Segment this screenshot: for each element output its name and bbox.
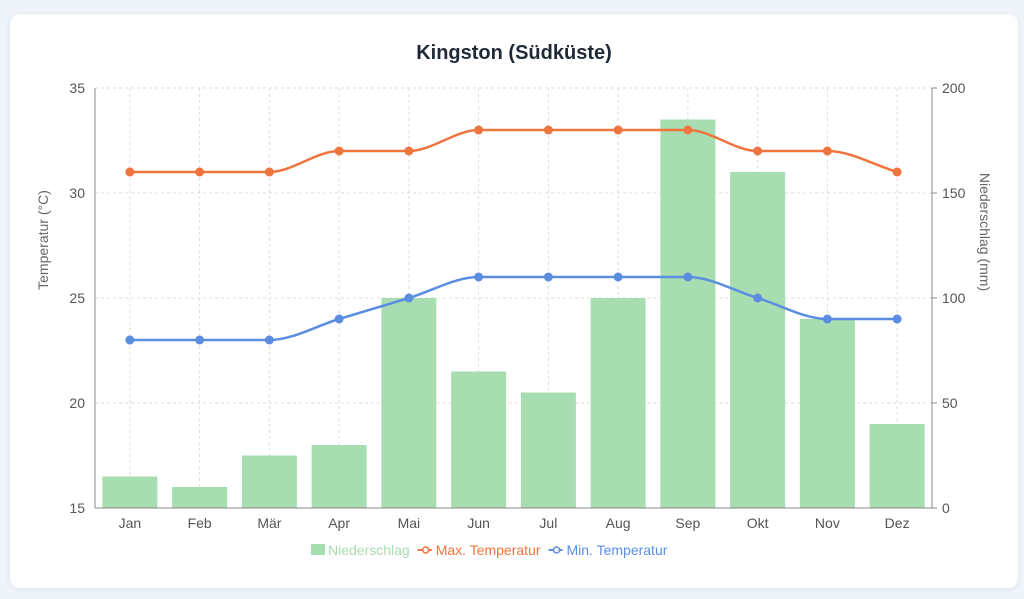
y-right-tick: 100	[942, 290, 966, 306]
y-left-tick: 25	[69, 290, 85, 306]
x-tick: Nov	[815, 515, 840, 531]
bar-Jun	[451, 371, 507, 508]
x-tick: Jul	[539, 515, 557, 531]
x-tick: Apr	[328, 515, 350, 531]
legend-label: Niederschlag	[328, 542, 410, 558]
y-left-label: Temperatur (°C)	[35, 190, 51, 290]
point-Jun	[474, 272, 484, 282]
point-Apr	[334, 314, 344, 324]
x-tick: Mär	[257, 515, 281, 531]
bar-Dez	[869, 424, 925, 508]
point-Jul	[543, 125, 553, 135]
y-right-tick: 0	[942, 500, 950, 516]
point-Apr	[334, 146, 344, 156]
line-Max. Temperatur	[129, 128, 898, 174]
point-Nov	[822, 146, 832, 156]
x-tick: Jan	[119, 515, 142, 531]
x-tick: Mai	[398, 515, 421, 531]
x-tick: Okt	[747, 515, 769, 531]
point-Nov	[822, 314, 832, 324]
point-Dez	[892, 314, 902, 324]
point-Dez	[892, 167, 902, 177]
point-Sep	[683, 125, 693, 135]
line-Min. Temperatur	[129, 275, 898, 342]
y-left-tick: 30	[69, 185, 85, 201]
y-left-tick: 20	[69, 395, 85, 411]
point-Jan	[125, 335, 135, 345]
x-tick: Feb	[188, 515, 212, 531]
bar-Aug	[590, 298, 646, 508]
y-left-tick: 35	[69, 80, 85, 96]
bar-Nov	[799, 319, 855, 508]
point-Mär	[264, 335, 274, 345]
point-Aug	[613, 125, 623, 135]
y-right-tick: 50	[942, 395, 958, 411]
bar-Okt	[730, 172, 786, 508]
legend-label: Max. Temperatur	[436, 542, 541, 558]
bar-Apr	[311, 445, 367, 508]
legend-marker	[421, 546, 430, 554]
point-Sep	[683, 272, 693, 282]
y-left-tick: 15	[69, 500, 85, 516]
x-tick: Dez	[885, 515, 910, 531]
bar-Jan	[102, 476, 158, 508]
point-Mär	[264, 167, 274, 177]
point-Mai	[404, 146, 414, 156]
y-right-tick: 200	[942, 80, 966, 96]
point-Feb	[195, 167, 205, 177]
bar-Sep	[660, 119, 716, 508]
point-Jun	[474, 125, 484, 135]
legend-item[interactable]: Min. Temperatur	[548, 542, 668, 558]
point-Jul	[543, 272, 553, 282]
legend-item[interactable]: Niederschlag	[311, 542, 410, 558]
point-Okt	[753, 293, 763, 303]
bar-Feb	[172, 487, 228, 508]
legend-swatch	[311, 544, 325, 555]
point-Aug	[613, 272, 623, 282]
point-Mai	[404, 293, 414, 303]
y-right-tick: 150	[942, 185, 966, 201]
point-Okt	[753, 146, 763, 156]
chart-title: Kingston (Südküste)	[416, 42, 612, 64]
legend-label: Min. Temperatur	[567, 542, 668, 558]
point-Jan	[125, 167, 135, 177]
bar-Jul	[520, 392, 576, 508]
x-tick: Aug	[606, 515, 631, 531]
legend-marker	[552, 546, 561, 554]
y-right-label: Niederschlag (mm)	[977, 173, 993, 291]
legend-item[interactable]: Max. Temperatur	[417, 542, 541, 558]
x-tick: Jun	[467, 515, 490, 531]
bar-Mai	[381, 298, 437, 508]
x-tick: Sep	[675, 515, 700, 531]
point-Feb	[195, 335, 205, 345]
bar-Mär	[241, 455, 297, 508]
